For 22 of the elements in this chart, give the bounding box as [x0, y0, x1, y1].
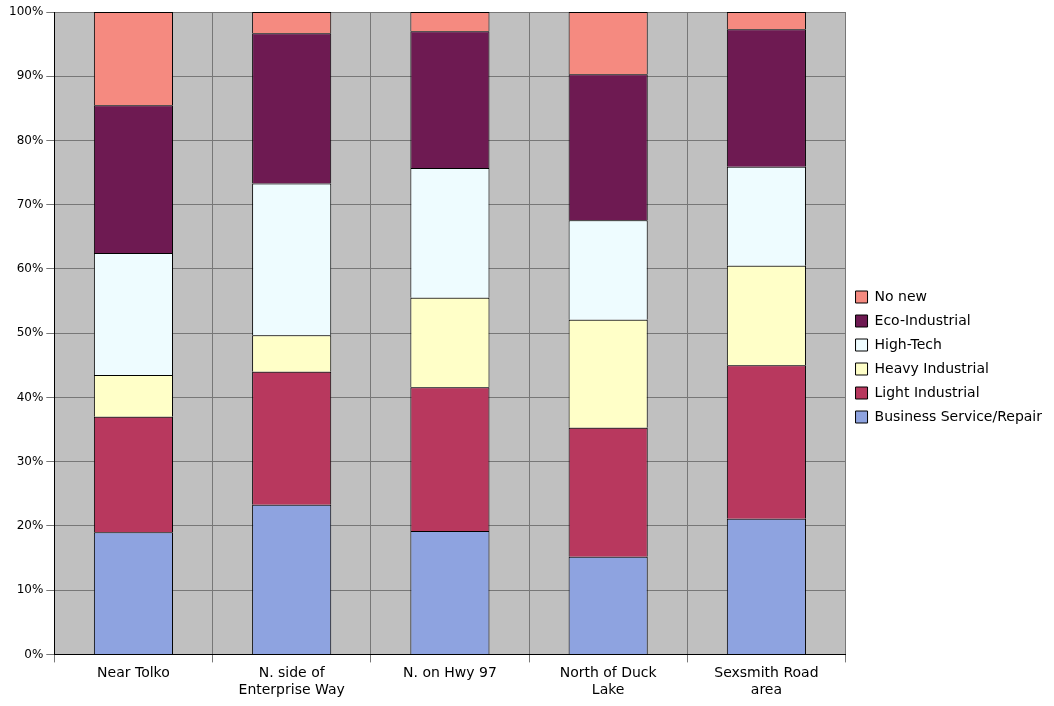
y-tick-label: 100% — [8, 4, 44, 19]
legend-label: High-Tech — [874, 335, 942, 352]
y-tick-label: 40% — [16, 389, 44, 404]
legend-label: Heavy Industrial — [874, 359, 989, 376]
y-tick-label: 10% — [16, 582, 44, 597]
y-tick-label: 50% — [16, 325, 44, 340]
x-tick-label: Sexsmith Road area — [714, 664, 819, 698]
y-tick-label: 20% — [16, 518, 44, 533]
legend-label: Eco-Industrial — [874, 311, 971, 328]
y-tick-label: 60% — [16, 261, 44, 276]
y-tick-label: 70% — [16, 196, 44, 211]
legend-label: Business Service/Repair — [874, 407, 1043, 424]
x-tick-label: N. side of Enterprise Way — [238, 664, 345, 698]
legend-label: Light Industrial — [874, 383, 980, 400]
y-tick-label: 30% — [16, 453, 44, 468]
y-tick-label: 80% — [16, 132, 44, 147]
x-tick-label: North of Duck Lake — [559, 664, 658, 698]
legend-label: No new — [874, 287, 927, 304]
y-tick-label: 0% — [24, 646, 44, 661]
x-tick-label: N. on Hwy 97 — [403, 664, 497, 681]
y-tick-label: 90% — [16, 68, 44, 83]
x-tick-label: Near Tolko — [97, 664, 170, 681]
